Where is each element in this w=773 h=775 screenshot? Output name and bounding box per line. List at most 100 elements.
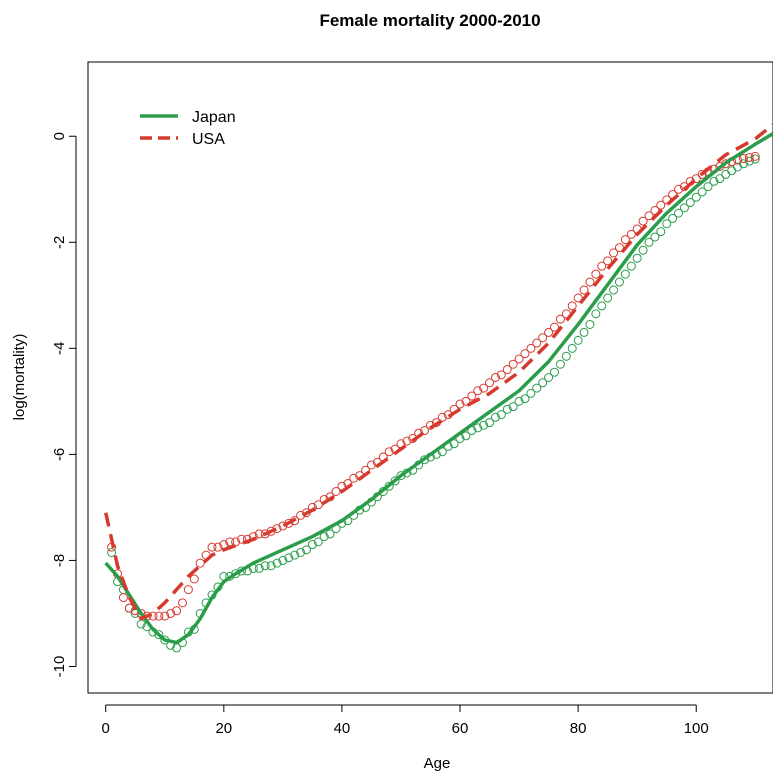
japan-observed-point: [620, 269, 630, 279]
japan-observed-point: [390, 476, 400, 486]
japan-observed-point: [449, 439, 459, 449]
japan-observed-point: [715, 174, 725, 184]
japan-observed-point: [668, 213, 678, 223]
usa-observed-point: [579, 285, 589, 295]
japan-observed-point: [709, 176, 719, 186]
x-tick-label: 60: [452, 720, 469, 737]
japan-observed-point: [656, 227, 666, 237]
usa-observed-point: [473, 386, 483, 396]
usa-observed-point: [231, 537, 241, 547]
usa-observed-point: [644, 211, 654, 221]
japan-observed-point: [526, 388, 536, 398]
japan-observed-point: [727, 166, 737, 176]
usa-observed-point: [744, 152, 754, 162]
usa-observed-point: [603, 256, 613, 266]
usa-observed-point: [520, 349, 530, 359]
usa-observed-point: [502, 365, 512, 375]
usa-observed-point: [166, 608, 176, 618]
japan-observed-point: [697, 187, 707, 197]
usa-observed-point: [609, 248, 619, 258]
y-axis-label: log(mortality): [11, 334, 28, 421]
japan-observed-point: [485, 418, 495, 428]
usa-observed-point: [195, 558, 205, 568]
usa-observed-point: [172, 606, 182, 616]
usa-observed-point: [496, 370, 506, 380]
japan-observed-point: [597, 301, 607, 311]
usa-observed-point: [490, 373, 500, 382]
usa-observed-point: [485, 378, 495, 388]
japan-observed-point: [650, 232, 660, 242]
usa-observed-point: [183, 585, 193, 595]
japan-observed-point: [691, 192, 701, 202]
usa-observed-point: [467, 391, 477, 401]
japan-observed-point: [532, 383, 542, 393]
usa-observed-point: [514, 354, 524, 364]
y-tick-label: -10: [51, 656, 68, 678]
usa-observed-point: [544, 327, 554, 337]
usa-observed-point: [638, 216, 648, 226]
japan-observed-point: [603, 293, 613, 303]
usa-observed-point: [674, 184, 684, 194]
japan-observed-point: [272, 558, 282, 568]
legend-label-usa: USA: [192, 131, 225, 148]
japan-observed-point: [685, 198, 695, 208]
japan-observed-point: [544, 373, 554, 382]
japan-observed-point: [325, 529, 335, 539]
usa-observed-point: [738, 154, 748, 164]
japan-observed-point: [721, 169, 731, 179]
chart-title: Female mortality 2000-2010: [319, 11, 540, 30]
usa-observed-point: [455, 399, 465, 409]
japan-observed-point: [520, 394, 530, 404]
legend-label-japan: Japan: [192, 109, 236, 126]
usa-observed-point: [402, 436, 412, 446]
japan-observed-point: [296, 547, 306, 557]
usa-observed-point: [479, 383, 489, 393]
usa-observed-point: [384, 447, 394, 457]
usa-observed-point: [614, 243, 624, 253]
japan-observed-point: [614, 277, 624, 287]
plot-frame: [87, 61, 773, 694]
japan-observed-point: [290, 550, 300, 560]
usa-observed-point: [597, 261, 607, 271]
japan-observed-point: [313, 537, 323, 547]
legend: Japan USA: [140, 109, 236, 148]
japan-observed-point: [632, 253, 642, 263]
japan-observed-point: [626, 261, 636, 271]
usa-observed-point: [278, 521, 288, 531]
japan-observed-point: [561, 351, 571, 361]
japan-observed-point: [538, 378, 548, 388]
y-tick-label: -6: [51, 448, 68, 461]
japan-observed-point: [154, 630, 164, 640]
japan-observed-point: [278, 555, 288, 565]
usa-observed-point: [207, 542, 217, 552]
usa-observed-point: [154, 611, 164, 621]
usa-observed-point: [508, 359, 518, 369]
y-axis: -10 -8 -6 -4 -2 0: [51, 132, 77, 678]
y-tick-label: -2: [51, 236, 68, 249]
x-tick-label: 0: [102, 720, 110, 737]
japan-fitted-line: [104, 132, 773, 645]
japan-observed-point: [609, 285, 619, 295]
x-tick-label: 40: [334, 720, 351, 737]
japan-observed-point: [301, 545, 311, 555]
usa-observed-point: [237, 534, 247, 544]
japan-observed-point: [266, 561, 276, 571]
japan-observed-point: [679, 203, 689, 213]
usa-observed-point: [177, 598, 187, 608]
japan-observed-point: [490, 412, 500, 422]
usa-observed-point: [697, 169, 707, 179]
usa-observed-point: [585, 277, 595, 287]
japan-observed-point: [231, 569, 241, 579]
usa-observed-point: [567, 301, 577, 311]
japan-observed-point: [479, 420, 489, 430]
y-tick-label: -8: [51, 554, 68, 567]
japan-observed-point: [662, 219, 672, 229]
japan-observed-point: [396, 471, 406, 481]
japan-observed-point: [744, 156, 754, 166]
japan-observed-point: [496, 410, 506, 420]
y-tick-label: -4: [51, 342, 68, 355]
usa-fitted-line: [104, 123, 773, 621]
japan-observed-point: [514, 396, 524, 406]
japan-observed-point: [555, 359, 565, 369]
